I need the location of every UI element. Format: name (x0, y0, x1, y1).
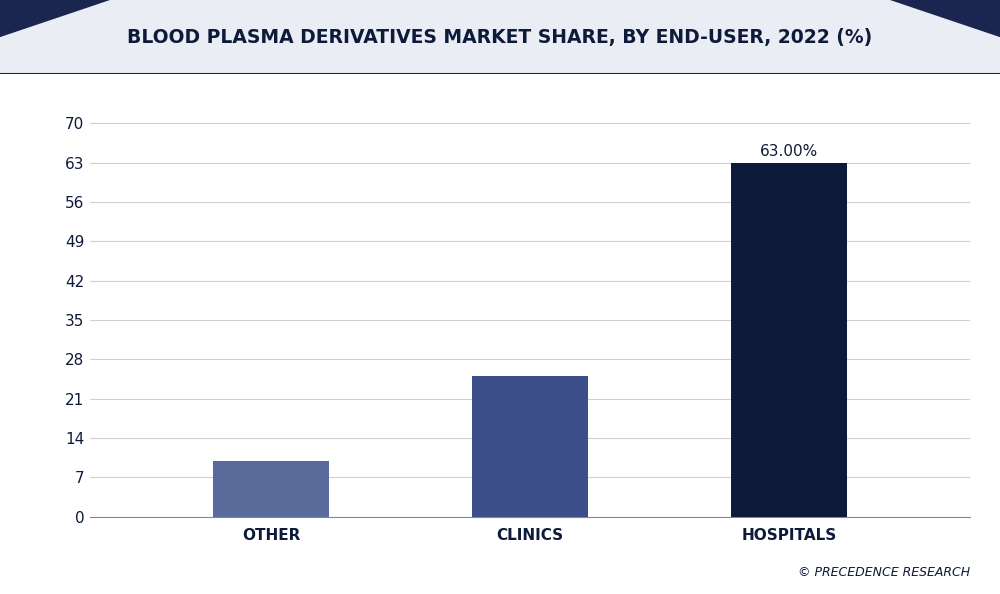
Bar (213, 460, 329, 517)
Bar (731, 163, 847, 517)
Polygon shape (890, 0, 1000, 74)
Text: BLOOD PLASMA DERIVATIVES MARKET SHARE, BY END-USER, 2022 (%): BLOOD PLASMA DERIVATIVES MARKET SHARE, B… (127, 28, 873, 46)
Text: © PRECEDENCE RESEARCH: © PRECEDENCE RESEARCH (798, 566, 970, 579)
Polygon shape (0, 0, 110, 74)
Text: 63.00%: 63.00% (760, 144, 818, 159)
Bar (472, 377, 588, 517)
